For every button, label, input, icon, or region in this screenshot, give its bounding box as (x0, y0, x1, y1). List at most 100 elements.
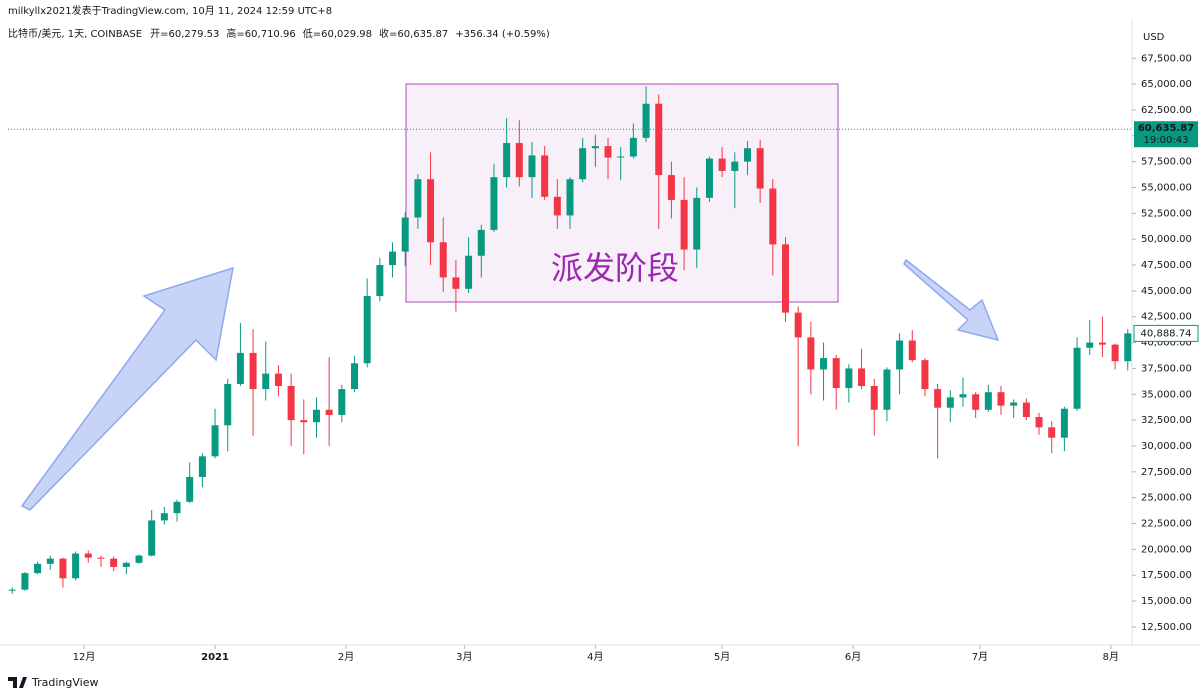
distribution-box (405, 83, 839, 303)
candle-body (629, 137, 637, 157)
candle-body (503, 143, 511, 178)
down-arrow (903, 258, 1000, 342)
candle-body (1086, 342, 1094, 348)
candle-body (1060, 408, 1068, 438)
symbol-line: 比特币/美元, 1天, COINBASE 开= 60,279.53 高= 60,710… (8, 27, 550, 40)
candle-body (883, 369, 891, 410)
candle-body (896, 340, 904, 370)
candle-body (173, 501, 181, 514)
candle-body (756, 148, 764, 189)
x-tick-label: 7月 (972, 651, 988, 663)
y-tick-label: 47,500.00 (1141, 260, 1192, 271)
candle-body (21, 573, 29, 590)
ohlc-value: 60,279.53 (169, 29, 220, 40)
candle-body (997, 392, 1005, 406)
candle-body (1098, 342, 1106, 345)
candle-body (553, 196, 561, 216)
candle-body (845, 368, 853, 389)
y-tick-label: 45,000.00 (1141, 286, 1192, 297)
x-tick-label: 6月 (845, 651, 861, 663)
ohlc-key: 收= (379, 27, 397, 40)
candle-body (731, 161, 739, 171)
x-tick-label: 12月 (73, 651, 96, 663)
y-tick-label: 25,000.00 (1141, 493, 1192, 504)
candle-body (186, 476, 194, 502)
ohlc-value: 60,710.96 (245, 29, 296, 40)
candle-body (705, 158, 713, 198)
candle-body (782, 244, 790, 313)
candle-body (566, 179, 574, 216)
candle-body (617, 156, 625, 158)
x-tick-label: 8月 (1103, 651, 1119, 663)
countdown: 19:00:43 (1144, 135, 1189, 146)
candle-body (350, 363, 358, 390)
candle-body (1010, 402, 1018, 406)
candle-body (541, 155, 549, 197)
last-value-box (1133, 324, 1199, 342)
candle-body (972, 394, 980, 410)
y-tick-label: 32,500.00 (1141, 415, 1192, 426)
candle-body (490, 177, 498, 230)
candle-body (8, 589, 16, 591)
y-tick-label: 52,500.00 (1141, 208, 1192, 219)
candle-body (1035, 417, 1043, 428)
x-tick-label: 5月 (714, 651, 730, 663)
candle-body (477, 229, 485, 256)
last-value-label: 40,888.74 (1141, 328, 1192, 339)
y-tick-label: 12,500.00 (1141, 622, 1192, 633)
candle-body (743, 148, 751, 162)
y-tick-label: 67,500.00 (1141, 53, 1192, 64)
symbol: 比特币/美元, 1天, COINBASE (8, 27, 142, 40)
candle-body (807, 337, 815, 370)
ohlc-value: 60,029.98 (321, 29, 372, 40)
candle-body (59, 558, 67, 579)
candle-body (528, 155, 536, 178)
candle-body (401, 217, 409, 252)
candle-body (959, 394, 967, 398)
candle-body (34, 563, 42, 574)
y-tick-label: 37,500.00 (1141, 363, 1192, 374)
y-tick-label: 65,000.00 (1141, 79, 1192, 90)
y-tick-label: 15,000.00 (1141, 596, 1192, 607)
candle-body (579, 148, 587, 180)
y-tick-label: 20,000.00 (1141, 544, 1192, 555)
candle-body (84, 553, 92, 558)
y-tick-label: 27,500.00 (1141, 467, 1192, 478)
price-label-box (1134, 121, 1198, 148)
candle-body (427, 179, 435, 243)
change: +356.34 (+0.59%) (455, 29, 550, 40)
candle-body (655, 103, 663, 176)
candle-body (135, 555, 143, 563)
x-tick-label: 2021 (201, 652, 229, 663)
y-tick-label: 55,000.00 (1141, 182, 1192, 193)
y-tick-label: 40,000.00 (1141, 338, 1192, 349)
candle-body (274, 373, 282, 387)
candle-body (1022, 402, 1030, 418)
candle-body (667, 175, 675, 200)
candle-body (921, 360, 929, 390)
candle-body (693, 197, 701, 250)
ohlc-key: 高= (226, 27, 244, 40)
candle-body (680, 199, 688, 250)
candle-body (439, 242, 447, 278)
y-tick-label: 17,500.00 (1141, 570, 1192, 581)
candle-body (465, 255, 473, 289)
ohlc-value: 60,635.87 (397, 29, 448, 40)
ohlc-key: 开= (150, 29, 168, 40)
candle-body (1073, 347, 1081, 409)
y-tick-label: 50,000.00 (1141, 234, 1192, 245)
y-tick-label: 35,000.00 (1141, 389, 1192, 400)
candle-body (642, 103, 650, 138)
candle-body (870, 386, 878, 410)
candle-body (604, 146, 612, 158)
candle-body (934, 389, 942, 408)
candle-body (72, 553, 80, 579)
candle-body (1124, 333, 1132, 362)
candle-body (110, 558, 118, 567)
candle-body (376, 265, 384, 297)
candle-body (300, 420, 308, 423)
brand: TradingView (8, 676, 98, 689)
candle-body (718, 158, 726, 171)
candle-body (312, 409, 320, 423)
